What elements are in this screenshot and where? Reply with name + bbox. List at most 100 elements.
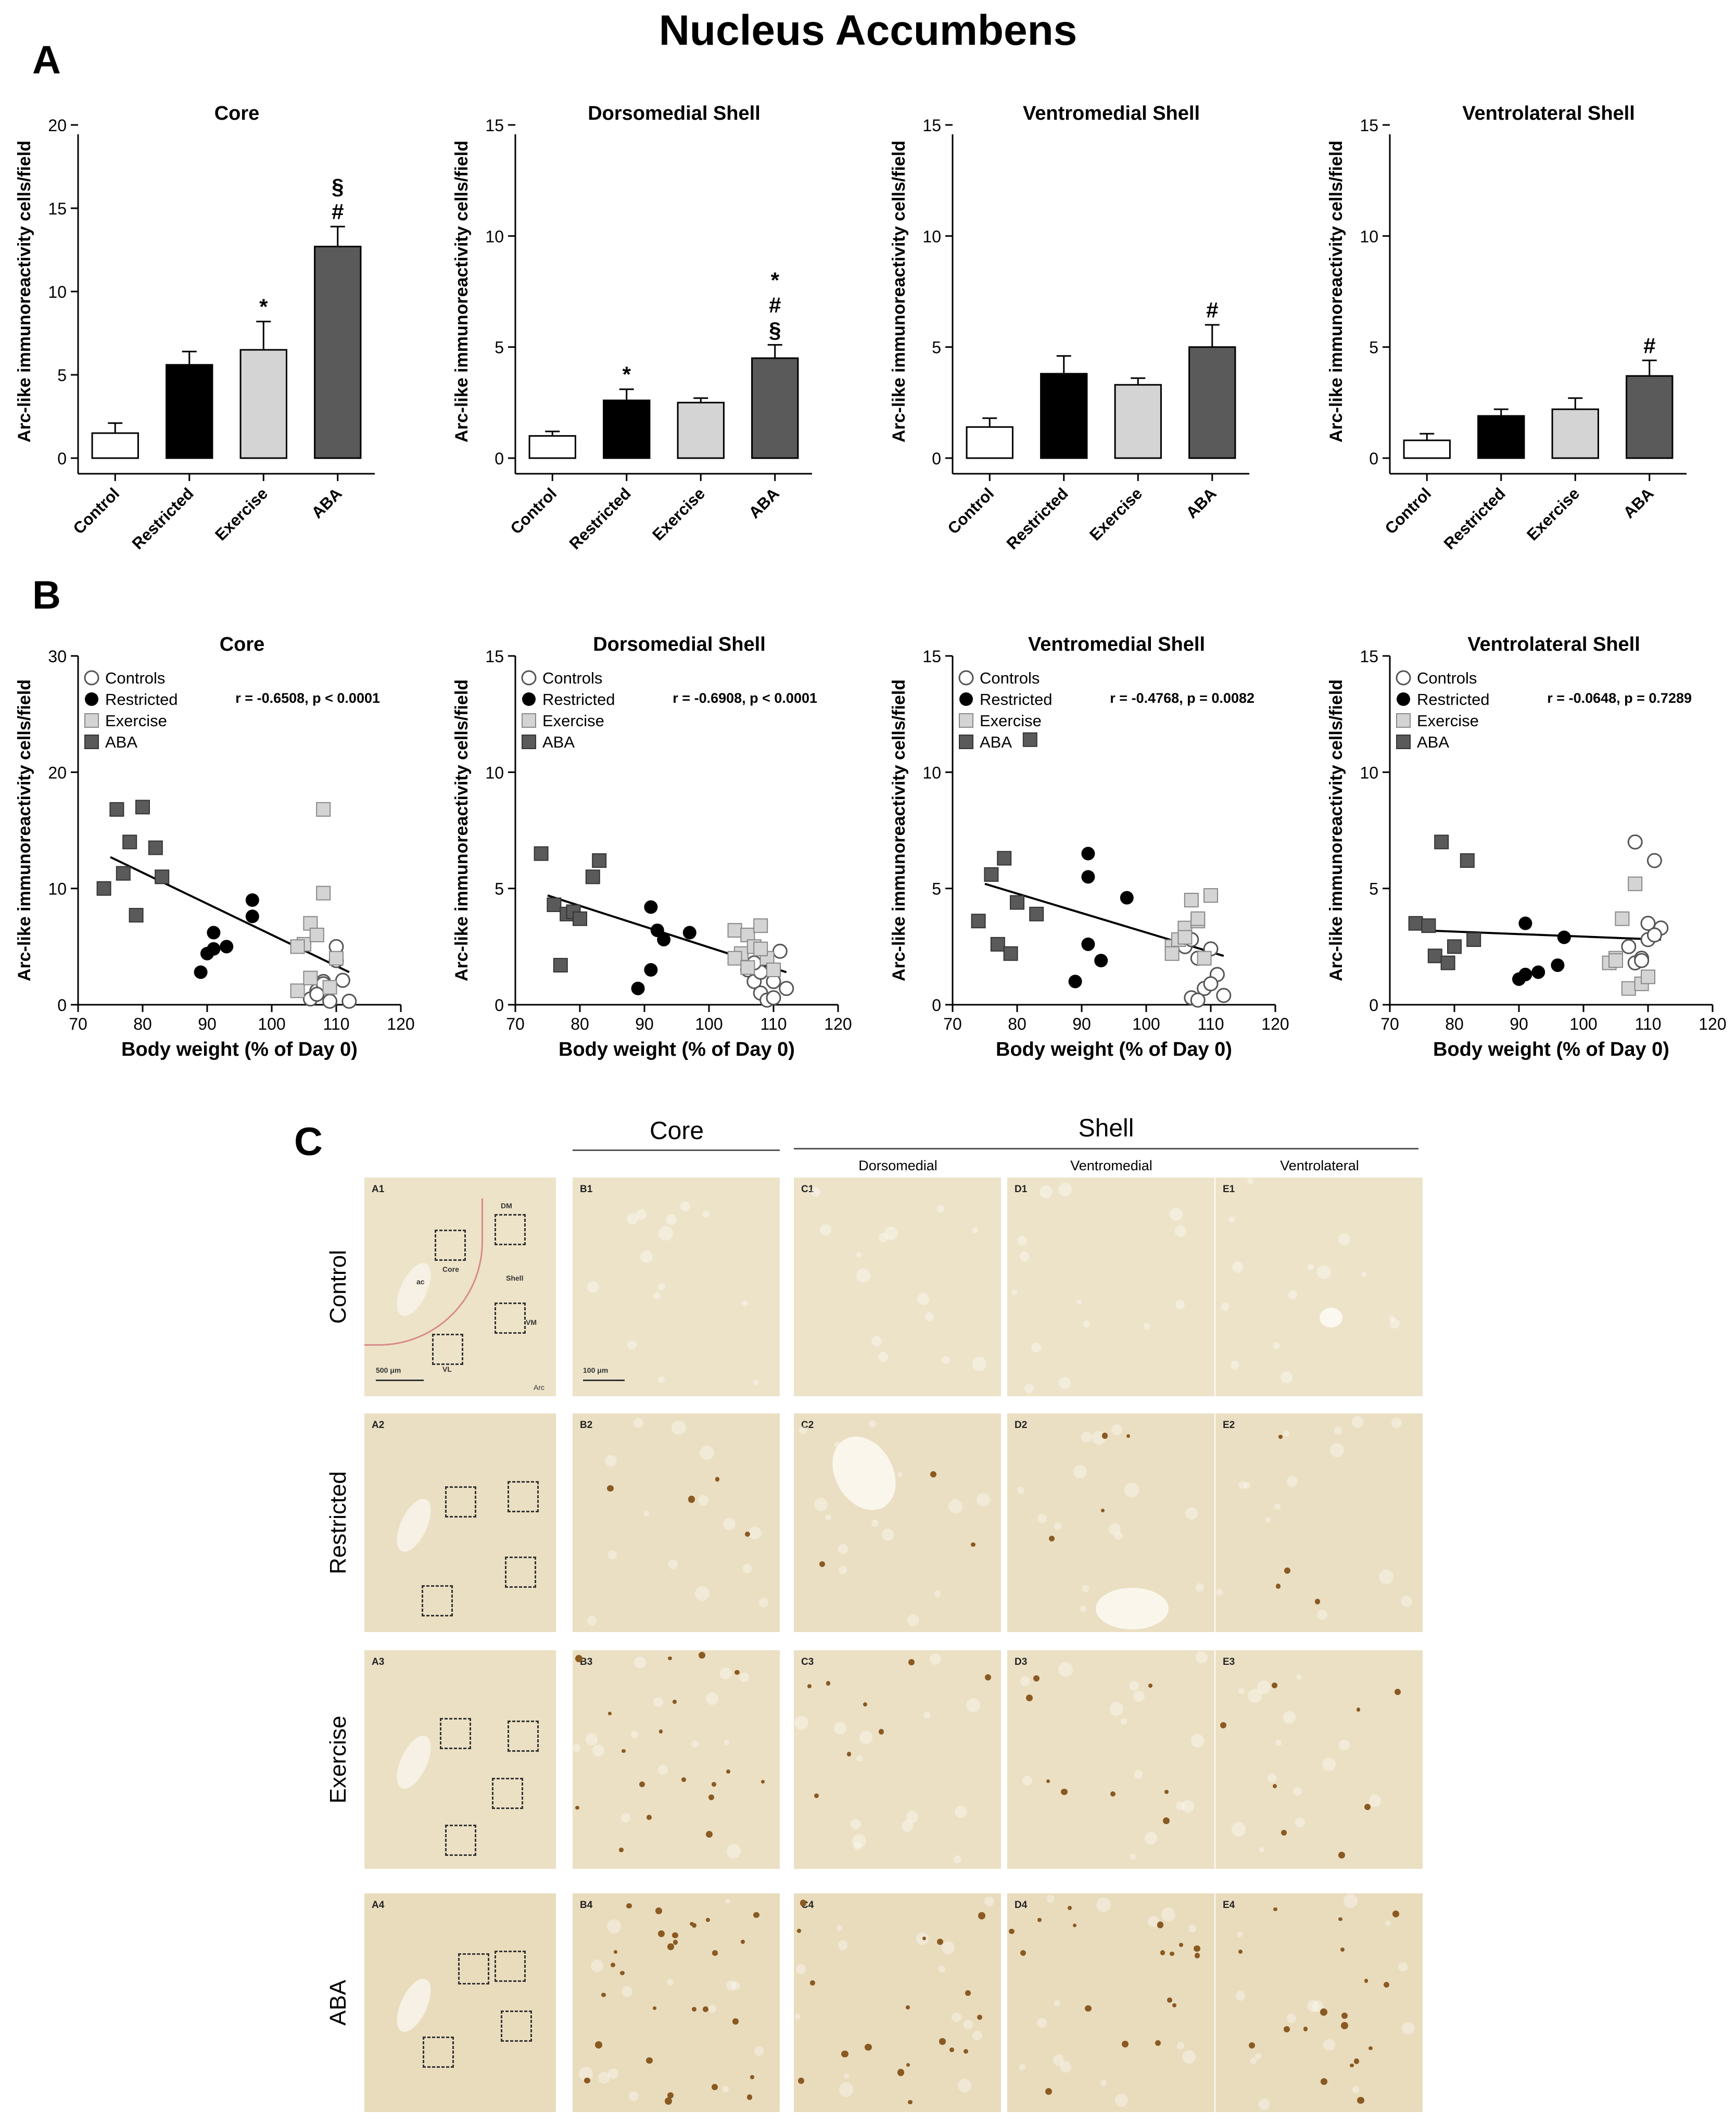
cell-nucleus xyxy=(794,1716,808,1730)
cell-nucleus xyxy=(1175,1801,1185,1811)
cell-nucleus xyxy=(1169,1208,1183,1221)
marker-exercise xyxy=(1197,951,1212,966)
marker-restricted xyxy=(1120,891,1134,905)
cell-nucleus xyxy=(837,1925,843,1931)
cell-nucleus xyxy=(953,1855,962,1864)
arc-positive-cell xyxy=(1101,1509,1105,1513)
cell-nucleus xyxy=(1111,1424,1122,1436)
micrograph-tag: E3 xyxy=(1223,1657,1235,1667)
arc-positive-cell xyxy=(1009,1928,1015,1934)
cell-nucleus xyxy=(1317,1610,1327,1620)
cell-nucleus xyxy=(1378,1570,1393,1585)
marker-restricted xyxy=(245,909,259,924)
arc-positive-cell xyxy=(575,1805,579,1810)
marker-restricted xyxy=(650,924,664,938)
cell-nucleus xyxy=(739,1672,749,1683)
arc-positive-cell xyxy=(688,1496,695,1503)
arc-positive-cell xyxy=(1364,1803,1371,1810)
arc-positive-cell xyxy=(1320,2078,1327,2085)
marker-exercise xyxy=(1203,888,1218,903)
cell-nucleus xyxy=(1058,1376,1071,1389)
x-axis-label: Body weight (% of Day 0) xyxy=(559,1039,795,1060)
correlation-stat: r = -0.6908, p < 0.0001 xyxy=(673,690,817,706)
marker-restricted xyxy=(1518,967,1532,981)
y-tick-label: 0 xyxy=(57,996,67,1015)
cell-nucleus xyxy=(838,1940,848,1950)
micrograph-tag: E2 xyxy=(1223,1420,1235,1431)
legend-label: Exercise xyxy=(980,712,1042,730)
cell-nucleus xyxy=(1283,1711,1296,1724)
cell-nucleus xyxy=(923,1712,931,1719)
cell-nucleus xyxy=(1258,2098,1270,2110)
marker-restricted xyxy=(1551,958,1565,972)
arc-positive-cell xyxy=(1179,1943,1184,1948)
ventricle-shape xyxy=(390,1494,438,1557)
y-tick-label: 15 xyxy=(48,199,67,218)
arc-positive-cell xyxy=(753,1912,759,1918)
bar-chart-title: Dorsomedial Shell xyxy=(588,103,761,124)
arc-positive-cell xyxy=(1020,1950,1027,1956)
arc-positive-cell xyxy=(939,2038,946,2045)
marker-restricted xyxy=(1081,870,1095,884)
arc-positive-cell xyxy=(841,2050,848,2058)
cell-nucleus xyxy=(1017,1486,1025,1495)
marker-restricted xyxy=(194,965,208,979)
label-shell: Shell xyxy=(506,1274,524,1282)
cell-nucleus xyxy=(1280,1371,1293,1384)
arc-positive-cell xyxy=(800,1900,807,1907)
cell-nucleus xyxy=(976,1493,990,1507)
cell-nucleus xyxy=(851,1818,861,1830)
cell-nucleus xyxy=(1143,1323,1150,1330)
cell-nucleus xyxy=(1311,2001,1323,2013)
x-tick-label: 70 xyxy=(943,1015,962,1033)
marker-restricted xyxy=(85,692,98,706)
cell-nucleus xyxy=(984,1897,994,1907)
cell-nucleus xyxy=(1230,1361,1239,1370)
cell-nucleus xyxy=(742,1300,748,1307)
arc-positive-cell xyxy=(690,1922,694,1926)
arc-positive-cell xyxy=(699,1652,706,1659)
y-tick-label: 30 xyxy=(48,647,67,666)
cell-nucleus xyxy=(591,1959,604,1972)
marker-exercise xyxy=(959,713,973,728)
scatter-chart-title: Dorsomedial Shell xyxy=(593,634,766,655)
cell-nucleus xyxy=(825,1514,831,1521)
cell-nucleus xyxy=(799,1426,808,1435)
x-tick-label: 90 xyxy=(1510,1015,1528,1033)
ventricle-shape xyxy=(390,1730,438,1794)
cell-nucleus xyxy=(1244,1482,1250,1489)
cell-nucleus xyxy=(906,1811,919,1824)
scale-label-detail: 100 μm xyxy=(583,1366,609,1374)
arc-positive-cell xyxy=(1061,1788,1068,1796)
marker-aba xyxy=(109,802,124,817)
cell-nucleus xyxy=(634,1656,647,1668)
cell-nucleus xyxy=(1334,1426,1342,1435)
marker-aba xyxy=(1440,955,1455,970)
y-tick-label: 5 xyxy=(1369,338,1378,357)
arc-positive-cell xyxy=(668,1656,672,1661)
arc-positive-cell xyxy=(1172,2003,1176,2008)
micrograph-tag: A1 xyxy=(372,1184,385,1195)
panel-label-a: A xyxy=(32,38,61,82)
arc-positive-cell xyxy=(1272,1683,1277,1689)
arc-positive-cell xyxy=(1085,2005,1092,2012)
marker-restricted xyxy=(1081,937,1095,951)
marker-controls xyxy=(772,943,788,959)
micrograph-tag: D4 xyxy=(1015,1900,1028,1911)
cell-nucleus xyxy=(966,1698,980,1713)
x-tick-label: Restricted xyxy=(129,484,197,553)
x-tick-label: Control xyxy=(1382,484,1435,538)
cell-nucleus xyxy=(1017,1235,1028,1246)
significance-mark: * xyxy=(771,268,780,292)
micrograph-d3: D3 xyxy=(1007,1650,1214,1869)
legend-label: Exercise xyxy=(1417,712,1479,730)
region-box xyxy=(495,1303,526,1334)
cell-nucleus xyxy=(1293,1787,1302,1796)
cell-nucleus xyxy=(852,1834,867,1849)
arc-positive-cell xyxy=(1194,1945,1201,1952)
correlation-stat: r = -0.0648, p = 0.7289 xyxy=(1547,690,1692,706)
cell-nucleus xyxy=(1238,1687,1245,1694)
x-tick-label: 70 xyxy=(506,1015,525,1033)
cell-nucleus xyxy=(640,1250,653,1263)
cell-nucleus xyxy=(1080,1605,1087,1612)
